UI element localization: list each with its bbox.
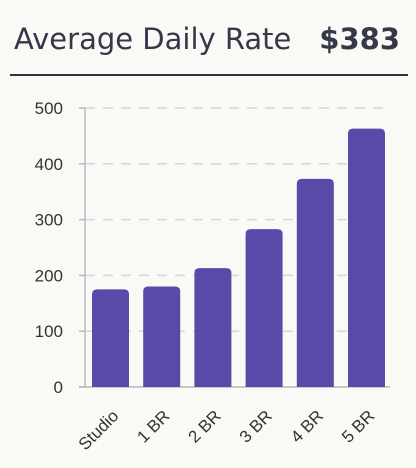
- x-tick-label: 5 BR: [338, 406, 378, 446]
- y-tick-label: 400: [35, 155, 63, 174]
- x-tick-label: 3 BR: [236, 406, 276, 446]
- y-tick-label: 0: [54, 378, 63, 397]
- axes: [79, 107, 390, 388]
- x-tick-label: 2 BR: [185, 406, 225, 446]
- bar-3-br[interactable]: [245, 229, 283, 387]
- x-tick-label: 4 BR: [287, 406, 327, 446]
- y-tick-label: 300: [35, 211, 63, 230]
- x-tick-label: Studio: [75, 406, 123, 454]
- y-tick-label: 500: [35, 99, 63, 118]
- chart-title: Average Daily Rate: [14, 22, 292, 56]
- bar-5-br[interactable]: [348, 128, 385, 387]
- chart-header: Average Daily Rate $383: [10, 0, 408, 76]
- bar-studio[interactable]: [92, 289, 129, 387]
- bar-2-br[interactable]: [194, 268, 232, 387]
- average-daily-rate-value: $383: [319, 22, 400, 56]
- gridlines: [85, 107, 390, 332]
- y-tick-label: 200: [35, 266, 63, 285]
- y-tick-label: 100: [35, 322, 63, 341]
- bar-4-br[interactable]: [296, 178, 334, 387]
- bars: [92, 128, 385, 387]
- x-tick-label: 1 BR: [133, 406, 173, 446]
- bar-1-br[interactable]: [143, 286, 181, 387]
